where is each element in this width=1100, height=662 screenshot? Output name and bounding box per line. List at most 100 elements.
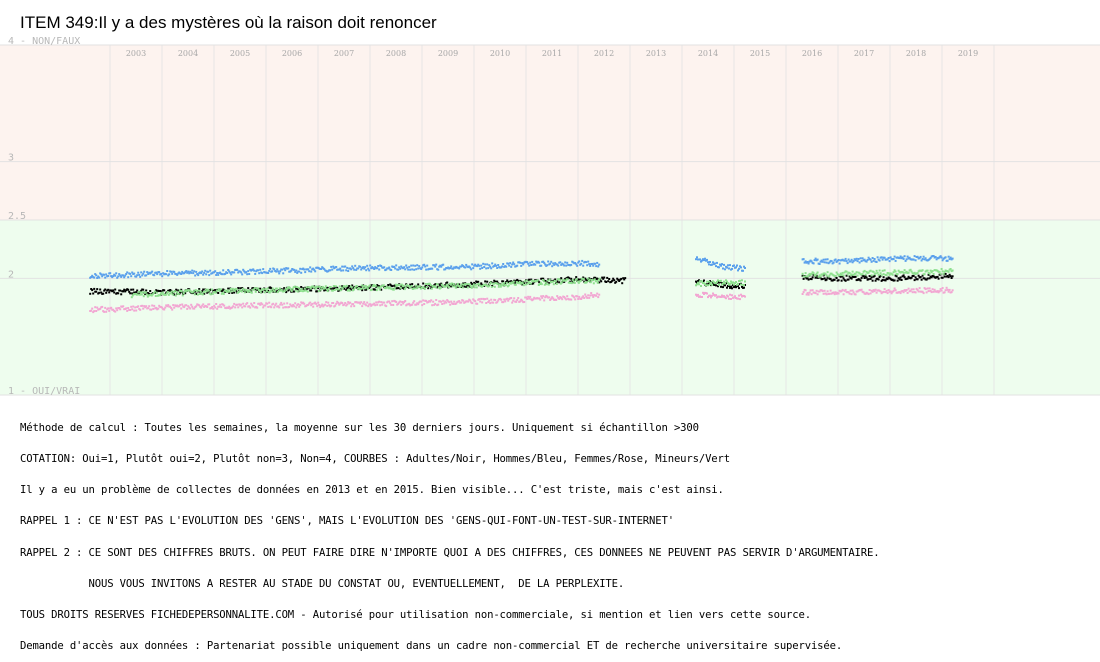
data-point	[742, 269, 744, 272]
data-point	[170, 307, 173, 309]
data-point	[720, 264, 722, 267]
data-point	[442, 299, 445, 302]
data-point	[597, 265, 600, 268]
data-point	[368, 269, 371, 272]
data-point	[422, 299, 425, 302]
data-point	[802, 258, 805, 261]
data-point	[834, 258, 837, 261]
data-point	[169, 292, 172, 295]
data-point	[582, 264, 585, 267]
data-point	[365, 269, 368, 272]
data-point	[367, 305, 370, 308]
data-point	[532, 298, 535, 301]
data-point	[307, 268, 310, 271]
data-point	[588, 278, 591, 281]
data-point	[435, 299, 438, 301]
data-point	[312, 267, 315, 270]
data-point	[830, 260, 833, 263]
data-point	[946, 259, 949, 262]
data-point	[731, 287, 733, 290]
data-point	[527, 280, 530, 283]
data-point	[912, 274, 915, 277]
data-point	[407, 284, 410, 287]
data-point	[358, 285, 361, 288]
data-point	[449, 283, 452, 286]
data-point	[624, 277, 627, 280]
data-point	[95, 274, 98, 277]
data-point	[816, 258, 819, 261]
data-point	[147, 307, 150, 310]
data-point	[484, 263, 487, 266]
data-point	[222, 292, 225, 295]
x-tick-label-2012: 2012	[594, 49, 614, 58]
data-point	[445, 301, 448, 304]
data-point	[392, 304, 395, 306]
data-point	[811, 289, 814, 292]
data-point	[311, 302, 314, 305]
data-point	[399, 300, 402, 303]
data-point	[306, 290, 309, 293]
data-point	[271, 287, 274, 290]
data-point	[302, 289, 305, 292]
data-point	[710, 296, 712, 299]
data-point	[136, 289, 139, 292]
data-point	[695, 293, 697, 296]
data-point	[893, 279, 896, 282]
data-point	[510, 265, 513, 268]
data-point	[468, 265, 471, 268]
data-point	[595, 294, 598, 297]
data-point	[902, 274, 905, 277]
data-point	[369, 285, 372, 288]
data-point	[235, 289, 238, 292]
data-point	[469, 285, 472, 288]
data-point	[326, 290, 329, 293]
data-point	[593, 278, 596, 281]
data-point	[871, 290, 874, 293]
data-point	[385, 305, 388, 308]
data-point	[243, 270, 246, 273]
data-point	[822, 258, 825, 261]
data-point	[285, 291, 288, 294]
data-point	[254, 272, 257, 275]
data-point	[479, 300, 482, 303]
data-point	[442, 263, 445, 266]
data-point	[741, 279, 743, 282]
data-point	[139, 275, 142, 278]
data-point	[595, 265, 598, 268]
data-point	[155, 306, 158, 309]
data-point	[408, 302, 411, 305]
data-point	[305, 286, 308, 289]
data-point	[248, 305, 251, 308]
data-point	[837, 279, 840, 282]
data-point	[846, 273, 849, 276]
data-point	[469, 299, 472, 302]
data-point	[512, 261, 515, 264]
data-point	[129, 272, 132, 275]
data-point	[866, 259, 869, 261]
data-point	[897, 277, 900, 280]
data-point	[540, 295, 543, 298]
data-point	[939, 255, 942, 258]
data-point	[236, 268, 239, 271]
data-point	[431, 304, 434, 307]
data-point	[473, 281, 476, 284]
data-point	[304, 289, 307, 292]
data-point	[521, 262, 524, 265]
data-point	[598, 293, 601, 296]
data-point	[198, 304, 201, 307]
data-point	[907, 275, 910, 278]
data-point	[503, 298, 506, 301]
data-point	[320, 268, 323, 270]
data-point	[131, 308, 134, 311]
data-point	[581, 296, 584, 299]
data-point	[701, 259, 703, 262]
data-point	[735, 286, 737, 289]
data-point	[228, 305, 231, 308]
data-point	[261, 303, 264, 306]
data-point	[704, 283, 706, 285]
data-point	[344, 265, 347, 268]
data-point	[409, 283, 412, 286]
data-point	[900, 279, 903, 281]
data-point	[540, 264, 543, 267]
data-point	[104, 276, 107, 279]
